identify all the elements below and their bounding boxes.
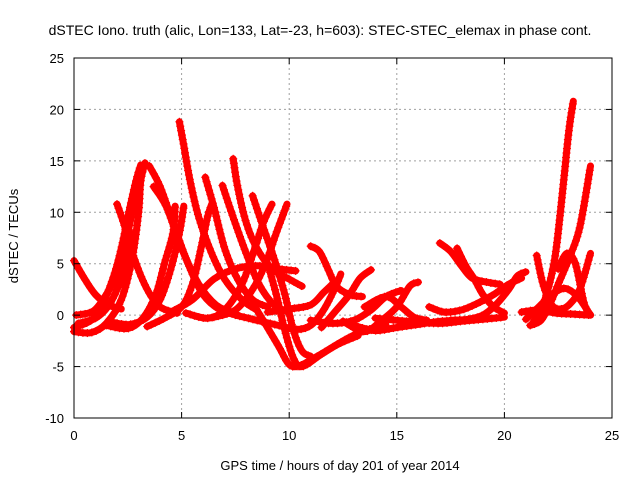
y-tick-label: -5: [52, 360, 64, 375]
plot-frame: [73, 57, 613, 419]
x-tick-label: 0: [70, 428, 77, 443]
x-tick-label: 20: [497, 428, 511, 443]
markers-arc23: [263, 281, 336, 317]
chart-title: dSTEC Iono. truth (alic, Lon=133, Lat=-2…: [49, 22, 592, 38]
y-tick-label: 25: [50, 51, 64, 66]
y-tick-label: 20: [50, 102, 64, 117]
grid-lines: [74, 58, 612, 418]
markers-arc18: [209, 202, 291, 322]
markers-arc28: [360, 292, 431, 325]
x-tick-label: 25: [605, 428, 619, 443]
y-tick-label: 0: [57, 308, 64, 323]
markers-arc32: [453, 244, 508, 317]
y-tick-label: -10: [45, 411, 64, 426]
markers-arc21: [252, 306, 362, 371]
x-tick-label: 5: [178, 428, 185, 443]
data-series-group: [70, 97, 594, 371]
markers-arc11: [102, 203, 180, 333]
markers-arc40: [517, 306, 593, 320]
x-tick-label: 15: [390, 428, 404, 443]
y-axis-label: dSTEC / TECUs: [6, 188, 21, 283]
markers-arc34: [446, 268, 530, 325]
markers-arc19: [166, 261, 300, 317]
y-tick-label: 10: [50, 205, 64, 220]
x-tick-label: 10: [282, 428, 296, 443]
x-axis-label: GPS time / hours of day 201 of year 2014: [220, 458, 459, 473]
axis-ticks: 0 5 10 15 20 25 -10 -5 0 5 10 15 20 25: [45, 51, 619, 443]
markers-arc33: [425, 275, 524, 317]
y-tick-label: 5: [57, 257, 64, 272]
markers-arc24: [306, 242, 365, 301]
y-tick-label: 15: [50, 154, 64, 169]
